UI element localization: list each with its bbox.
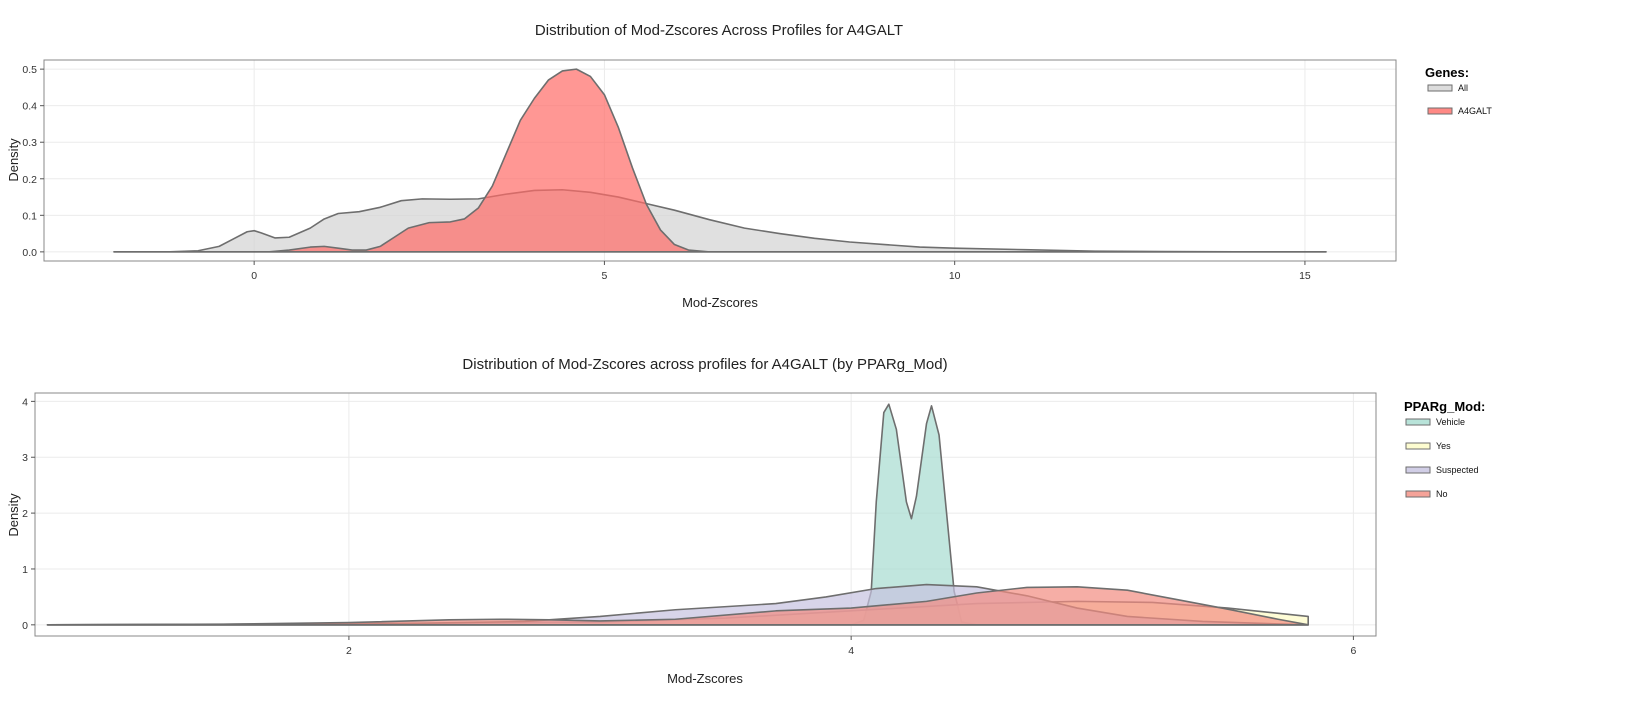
x-axis-ticks: 0 5 10 15 — [251, 261, 1311, 282]
x-axis-ticks: 2 4 6 — [346, 636, 1356, 657]
x-tick-label: 5 — [601, 270, 607, 282]
y-tick-label: 0.4 — [22, 101, 37, 113]
legend-title: Genes: — [1425, 65, 1469, 80]
y-axis-label: Density — [6, 493, 21, 537]
legend-label: All — [1458, 83, 1468, 93]
legend-title: PPARg_Mod: — [1404, 399, 1485, 414]
legend-swatch — [1405, 466, 1431, 474]
legend-label: A4GALT — [1458, 106, 1492, 116]
legend-item-suspected: Suspected — [1405, 465, 1479, 475]
chart-title: Distribution of Mod-Zscores Across Profi… — [535, 22, 903, 39]
legend-item-vehicle: Vehicle — [1405, 417, 1465, 427]
y-tick-label: 1 — [22, 564, 28, 576]
density-chart-bottom: Distribution of Mod-Zscores across profi… — [6, 356, 1485, 686]
y-tick-label: 0.2 — [22, 174, 37, 186]
y-tick-label: 0.1 — [22, 210, 37, 222]
y-tick-label: 0.0 — [22, 247, 37, 259]
legend-item-yes: Yes — [1405, 441, 1451, 451]
legend-swatch — [1405, 418, 1431, 426]
legend-swatch — [1427, 84, 1453, 92]
density-series-group — [113, 68, 1327, 253]
legend-label: Vehicle — [1436, 417, 1465, 427]
chart-title: Distribution of Mod-Zscores across profi… — [462, 356, 947, 373]
x-tick-label: 2 — [346, 645, 352, 657]
y-tick-label: 0 — [22, 620, 28, 632]
x-tick-label: 6 — [1350, 645, 1356, 657]
legend-swatch — [1405, 442, 1431, 450]
x-tick-label: 15 — [1299, 270, 1311, 282]
density-series-group — [46, 403, 1309, 626]
legend-swatch — [1405, 490, 1431, 498]
legend-item-a4galt: A4GALT — [1427, 106, 1492, 116]
legend-label: Yes — [1436, 441, 1451, 451]
legend: PPARg_Mod: Vehicle Yes Suspected No — [1404, 399, 1485, 499]
legend-swatch — [1427, 107, 1453, 115]
x-axis-label: Mod-Zscores — [682, 295, 758, 310]
plot-panel-border — [34, 392, 1377, 637]
plot-panel-border — [43, 59, 1397, 262]
y-axis-ticks: 0.0 0.1 0.2 0.3 0.4 0.5 — [22, 64, 44, 259]
y-axis-label: Density — [6, 138, 21, 182]
legend-item-all: All — [1427, 83, 1468, 93]
legend-label: Suspected — [1436, 465, 1479, 475]
y-axis-ticks: 0 1 2 3 4 — [22, 396, 35, 632]
density-chart-top: Distribution of Mod-Zscores Across Profi… — [6, 22, 1492, 310]
density-area-no — [46, 586, 1309, 626]
x-tick-label: 0 — [251, 270, 257, 282]
y-tick-label: 3 — [22, 452, 28, 464]
y-tick-label: 0.3 — [22, 137, 37, 149]
y-tick-label: 0.5 — [22, 64, 37, 76]
legend-label: No — [1436, 489, 1448, 499]
density-area-all — [113, 188, 1327, 253]
y-tick-label: 2 — [22, 508, 28, 520]
legend-item-no: No — [1405, 489, 1448, 499]
x-tick-label: 4 — [848, 645, 854, 657]
y-tick-label: 4 — [22, 396, 28, 408]
x-axis-label: Mod-Zscores — [667, 671, 743, 686]
x-tick-label: 10 — [949, 270, 961, 282]
legend: Genes: All A4GALT — [1425, 65, 1492, 116]
density-area-a4galt — [113, 68, 1327, 253]
